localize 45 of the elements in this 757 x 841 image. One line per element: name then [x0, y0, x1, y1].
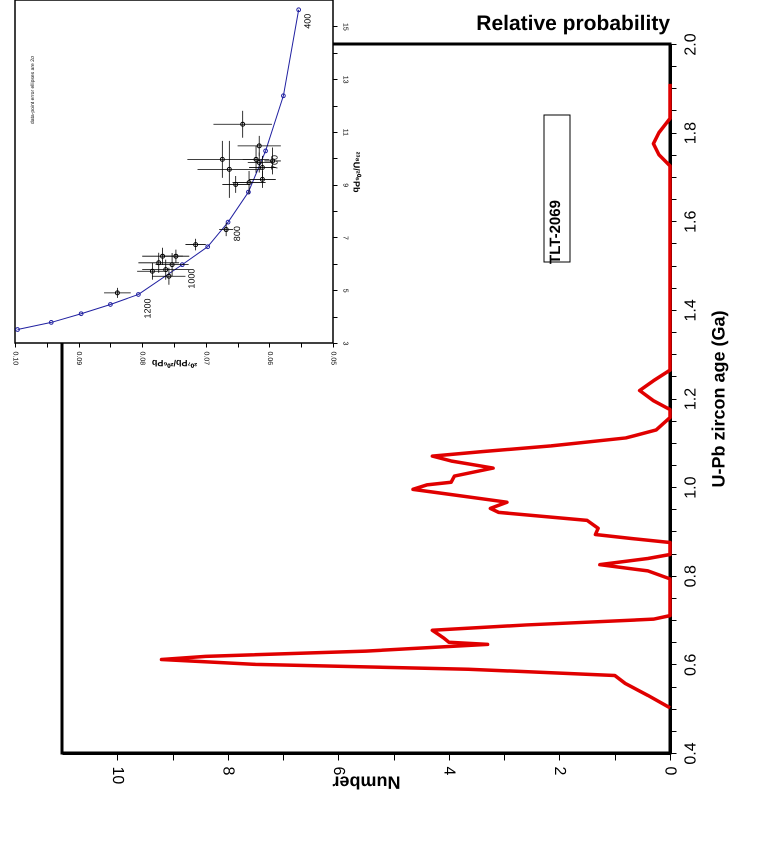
x-tick-label: 2: [550, 766, 568, 776]
annotation: TLT-2069: [547, 200, 564, 264]
point: [256, 160, 262, 166]
point: [48, 320, 54, 325]
point: [108, 302, 113, 307]
y-tick-label: 1.0: [682, 476, 700, 499]
point: [193, 242, 198, 248]
y-tick-label: 1.2: [682, 388, 700, 410]
point: [205, 244, 210, 250]
x-tick-label: 8: [219, 766, 236, 776]
y-tick-label: 0.6: [682, 654, 700, 676]
point: [256, 143, 262, 148]
point: [136, 292, 141, 297]
point: [224, 227, 229, 232]
point: [233, 182, 238, 187]
point: [220, 156, 225, 162]
y-axis-title: U-Pb zircon age (Ga): [708, 310, 728, 488]
y-axis-title: ²³⁸U/²⁰⁶Pb: [352, 152, 362, 193]
y-tick-label: 1.4: [682, 299, 700, 322]
annotation: 400: [302, 14, 313, 29]
point: [114, 290, 120, 296]
y-tick-label: 2.0: [682, 33, 700, 56]
point: [226, 220, 230, 225]
point: [246, 190, 251, 194]
annotation: 1000: [186, 268, 196, 289]
point: [281, 93, 286, 98]
y-tick-label: 1.8: [682, 122, 700, 144]
point: [260, 165, 265, 170]
annotation: 1200: [142, 298, 152, 318]
y-tick-label: 0.8: [682, 565, 700, 588]
point: [150, 268, 155, 274]
x-tick-label: 4: [440, 766, 458, 776]
point: [78, 311, 84, 316]
point: [180, 262, 185, 268]
point: [226, 166, 232, 172]
x-axis-title: ²⁰⁷Pb/²⁰⁶Pb: [151, 358, 198, 368]
point: [263, 148, 268, 154]
y-tick-label: 1.6: [682, 210, 700, 233]
y-tick-label: 0.4: [682, 742, 700, 765]
point: [240, 122, 246, 127]
x-tick-label: 10: [108, 766, 126, 784]
annotation: 800: [232, 226, 242, 242]
point: [173, 254, 178, 259]
x-tick-label: 0: [662, 766, 678, 776]
chart-title: Relative probability: [476, 12, 670, 35]
